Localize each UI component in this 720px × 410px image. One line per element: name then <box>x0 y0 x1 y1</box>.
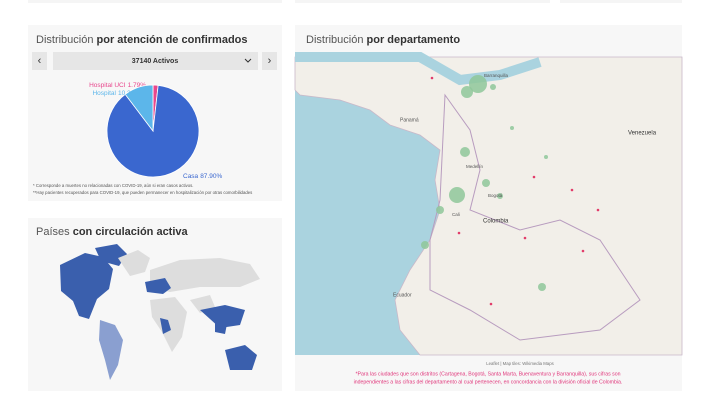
map-label: Panamá <box>400 117 419 123</box>
dropdown-arrow <box>244 58 252 63</box>
card-title: Distribución por atención de confirmados <box>36 34 248 46</box>
card <box>28 0 282 3</box>
map-label: Venezuela <box>628 131 657 137</box>
slice-label: Hospital 10.31% <box>92 90 140 97</box>
card-title: Países con circulación activa <box>36 226 189 238</box>
world-map <box>60 244 260 380</box>
map-label: Barranquilla <box>484 73 509 78</box>
slice-category: Casa <box>183 173 199 180</box>
note: **Hay pacientes recuperados para COVID-1… <box>33 190 252 195</box>
attribution: Leaflet | Map tiles: Wikimedia Maps <box>486 361 554 366</box>
note: * Corresponde a muertes no relacionadas … <box>33 183 194 188</box>
prev-button[interactable] <box>32 52 47 70</box>
map-label: Bogotá <box>488 193 503 198</box>
slice-value: 10.31% <box>118 90 140 97</box>
slice-value: 87.90% <box>200 173 222 180</box>
dropdown-value[interactable]: 37140 Activos <box>132 58 179 65</box>
map-label: Cali <box>452 212 460 217</box>
dropdown[interactable] <box>53 52 258 70</box>
slice-label: Hospital UCI 1.79% <box>89 82 146 89</box>
next-button[interactable] <box>262 52 277 70</box>
slice-value: 1.79% <box>128 82 147 89</box>
prev-button-label[interactable]: ‹ <box>38 55 42 67</box>
footnote: independientes a las cifras del departam… <box>354 379 623 385</box>
footnote: *Para las ciudades que son distritos (Ca… <box>356 371 621 377</box>
map-label: Colombia <box>483 219 509 225</box>
slice-category: Hospital UCI <box>89 82 126 89</box>
card-title: Distribución por departamento <box>306 34 460 46</box>
map-label: Ecuador <box>393 292 412 298</box>
card <box>295 0 550 3</box>
next-button-label[interactable]: › <box>268 55 272 67</box>
map: Venezuela Colombia Panamá Ecuador Medell… <box>294 52 683 356</box>
pie-chart: Hospital UCI 1.79% Casa 87.90% Hospital 10.31… <box>89 82 222 180</box>
slice-category: Hospital <box>92 90 116 97</box>
card <box>560 0 682 3</box>
map-label: Medellín <box>466 164 484 169</box>
slice-label: Casa 87.90% <box>183 173 222 180</box>
pie-slice <box>124 84 154 133</box>
